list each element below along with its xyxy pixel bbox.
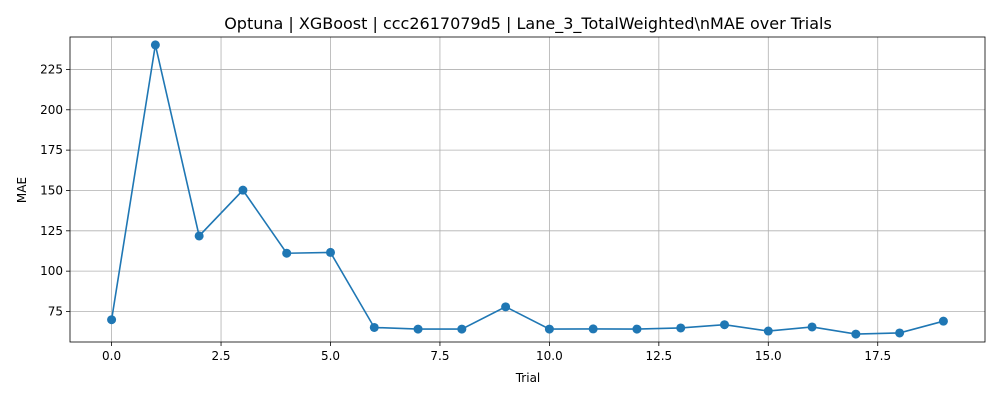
data-point: [150, 40, 160, 50]
series-line: [110, 44, 944, 335]
data-point: [107, 315, 117, 325]
x-tick-label: 17.5: [864, 349, 891, 363]
data-point: [501, 302, 511, 312]
x-tick-label: 5.0: [321, 349, 340, 363]
data-point: [895, 328, 905, 338]
x-tick-label: 2.5: [211, 349, 230, 363]
data-point: [720, 320, 730, 330]
data-point: [194, 231, 204, 241]
y-tick-label: 125: [40, 224, 63, 238]
data-point: [325, 247, 335, 257]
x-axis-label: Trial: [515, 371, 541, 385]
y-tick-label: 150: [40, 183, 63, 197]
data-point: [807, 322, 817, 332]
data-point: [369, 322, 379, 332]
data-point: [413, 324, 423, 334]
y-tick-label: 100: [40, 264, 63, 278]
data-point: [544, 324, 554, 334]
data-point: [676, 323, 686, 333]
y-tick-label: 75: [48, 305, 63, 319]
x-tick-label: 0.0: [102, 349, 121, 363]
x-tick-label: 15.0: [755, 349, 782, 363]
series-layer: [107, 40, 948, 339]
chart-title: Optuna | XGBoost | ccc2617079d5 | Lane_3…: [224, 14, 832, 34]
x-tick-label: 10.0: [536, 349, 563, 363]
y-tick-label: 200: [40, 103, 63, 117]
plot-frame: [69, 36, 986, 343]
x-tick-label: 12.5: [645, 349, 672, 363]
x-axis: 0.0 2.5 5.0 7.5 10.0 12.5 15.0 17.5: [102, 342, 891, 363]
data-point: [588, 324, 598, 334]
grid: [70, 37, 985, 342]
data-point: [238, 185, 248, 195]
data-point: [763, 326, 773, 336]
data-point: [938, 316, 948, 326]
y-axis: 75 100 125 150 175 200 225: [40, 62, 70, 319]
data-point: [632, 324, 642, 334]
y-tick-label: 225: [40, 62, 63, 76]
y-axis-label: MAE: [15, 177, 29, 203]
data-point: [457, 324, 467, 334]
data-point: [851, 329, 861, 339]
data-point: [282, 248, 292, 258]
y-tick-label: 175: [40, 143, 63, 157]
x-tick-label: 7.5: [430, 349, 449, 363]
